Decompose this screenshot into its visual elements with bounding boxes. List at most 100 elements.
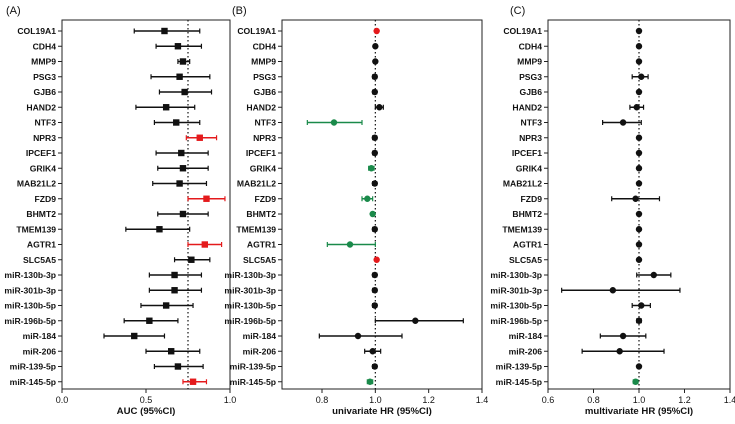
y-tick-label: FZD9 bbox=[35, 194, 57, 204]
point-estimate bbox=[371, 302, 378, 309]
x-tick-label: 0.8 bbox=[587, 395, 600, 405]
y-tick-label: miR-196b-5p bbox=[490, 316, 542, 326]
point-estimate bbox=[635, 317, 643, 324]
y-tick-label: miR-145-5p bbox=[10, 377, 56, 387]
point-estimate bbox=[635, 226, 643, 233]
x-tick-label: 1.0 bbox=[369, 395, 382, 405]
point-estimate bbox=[131, 332, 138, 340]
y-tick-label: MMP9 bbox=[251, 57, 276, 67]
y-tick-label: GJB6 bbox=[34, 87, 57, 97]
point-estimate bbox=[635, 180, 643, 187]
point-estimate bbox=[174, 43, 182, 50]
y-tick-label: PSG3 bbox=[253, 72, 276, 82]
point-estimate bbox=[179, 58, 187, 65]
y-tick-label: CDH4 bbox=[519, 41, 543, 51]
y-tick-label: miR-206 bbox=[243, 346, 277, 356]
point-estimate bbox=[168, 348, 175, 355]
y-tick-label: miR-184 bbox=[509, 331, 543, 341]
y-tick-label: BHMT2 bbox=[26, 209, 56, 219]
y-tick-label: miR-139-5p bbox=[10, 362, 56, 372]
point-estimate bbox=[609, 287, 617, 294]
point-estimate bbox=[156, 226, 163, 233]
y-tick-label: COL19A1 bbox=[17, 26, 56, 36]
y-tick-label: IPCEF1 bbox=[246, 148, 276, 158]
point-estimate bbox=[635, 210, 643, 218]
y-tick-label: miR-206 bbox=[23, 346, 57, 356]
y-tick-label: miR-301b-3p bbox=[4, 285, 56, 295]
y-tick-label: miR-145-5p bbox=[230, 377, 276, 387]
point-estimate bbox=[371, 134, 378, 141]
y-tick-label: AGTR1 bbox=[513, 240, 542, 250]
panel-label: (B) bbox=[232, 5, 247, 17]
panel-c: (C) 0.6 0.8 1.0 1.2 1.4 multivariate HR (95%CI… bbox=[490, 5, 735, 417]
plot-frame bbox=[61, 19, 231, 390]
y-tick-label: IPCEF1 bbox=[512, 148, 542, 158]
y-tick-label: NTF3 bbox=[35, 118, 57, 128]
plot-frame bbox=[281, 19, 483, 390]
point-estimate bbox=[179, 165, 187, 172]
y-tick-label: GRIK4 bbox=[250, 163, 276, 173]
y-tick-label: NPR3 bbox=[253, 133, 276, 143]
point-estimate bbox=[635, 88, 643, 96]
point-estimate bbox=[638, 73, 645, 80]
point-estimate bbox=[650, 271, 657, 279]
panel-b: (B) 0.8 1.0 1.2 1.4 univariate HR (95%CI) COL1… bbox=[224, 5, 488, 417]
x-tick-label: 0.0 bbox=[56, 395, 69, 405]
point-estimate bbox=[181, 88, 188, 96]
x-tick-label: 1.0 bbox=[224, 395, 237, 405]
point-estimate bbox=[366, 378, 374, 385]
point-estimate bbox=[632, 195, 639, 202]
y-tick-label: miR-184 bbox=[23, 331, 57, 341]
y-tick-label: HAND2 bbox=[512, 102, 542, 112]
y-tick-label: NTF3 bbox=[255, 118, 277, 128]
y-tick-label: TMEM139 bbox=[502, 224, 542, 234]
y-tick-label: miR-145-5p bbox=[496, 377, 542, 387]
point-estimate bbox=[633, 104, 640, 111]
y-tick-label: NPR3 bbox=[519, 133, 542, 143]
y-tick-label: miR-139-5p bbox=[230, 362, 276, 372]
y-tick-label: FZD9 bbox=[255, 194, 277, 204]
point-estimate bbox=[635, 27, 643, 35]
y-tick-label: MAB21L2 bbox=[17, 179, 56, 189]
point-estimate bbox=[373, 256, 380, 263]
y-tick-label: MAB21L2 bbox=[237, 179, 276, 189]
point-estimate bbox=[368, 165, 375, 172]
y-tick-label: PSG3 bbox=[519, 72, 542, 82]
y-tick-label: miR-130b-5p bbox=[224, 301, 276, 311]
y-tick-label: SLC5A5 bbox=[509, 255, 542, 265]
point-estimate bbox=[188, 256, 195, 263]
point-estimate bbox=[146, 317, 153, 324]
point-estimate bbox=[369, 348, 376, 355]
y-tick-label: IPCEF1 bbox=[26, 148, 56, 158]
x-tick-label: 0.6 bbox=[542, 395, 555, 405]
y-tick-label: COL19A1 bbox=[503, 26, 542, 36]
point-estimate bbox=[371, 180, 378, 187]
point-estimate bbox=[635, 241, 643, 248]
y-tick-label: GRIK4 bbox=[516, 163, 542, 173]
y-tick-label: CDH4 bbox=[253, 41, 277, 51]
point-estimate bbox=[330, 119, 338, 126]
point-estimate bbox=[354, 332, 362, 340]
point-estimate bbox=[171, 271, 178, 279]
y-tick-label: AGTR1 bbox=[247, 240, 276, 250]
point-estimate bbox=[373, 27, 380, 35]
y-tick-label: MMP9 bbox=[31, 57, 56, 67]
point-estimate bbox=[174, 363, 182, 370]
point-estimate bbox=[372, 43, 379, 50]
x-axis-title: multivariate HR (95%CI) bbox=[585, 406, 693, 417]
y-tick-label: miR-139-5p bbox=[496, 362, 542, 372]
y-tick-label: miR-184 bbox=[243, 331, 277, 341]
y-tick-label: HAND2 bbox=[26, 102, 56, 112]
point-estimate bbox=[371, 226, 378, 233]
point-estimate bbox=[635, 134, 643, 141]
x-tick-label: 1.2 bbox=[678, 395, 691, 405]
y-tick-label: miR-130b-3p bbox=[490, 270, 542, 280]
point-estimate bbox=[176, 180, 183, 187]
point-estimate bbox=[196, 134, 203, 141]
point-estimate bbox=[635, 256, 643, 263]
point-estimate bbox=[619, 119, 627, 126]
point-estimate bbox=[161, 27, 168, 35]
point-estimate bbox=[369, 210, 376, 218]
point-estimate bbox=[189, 378, 197, 385]
